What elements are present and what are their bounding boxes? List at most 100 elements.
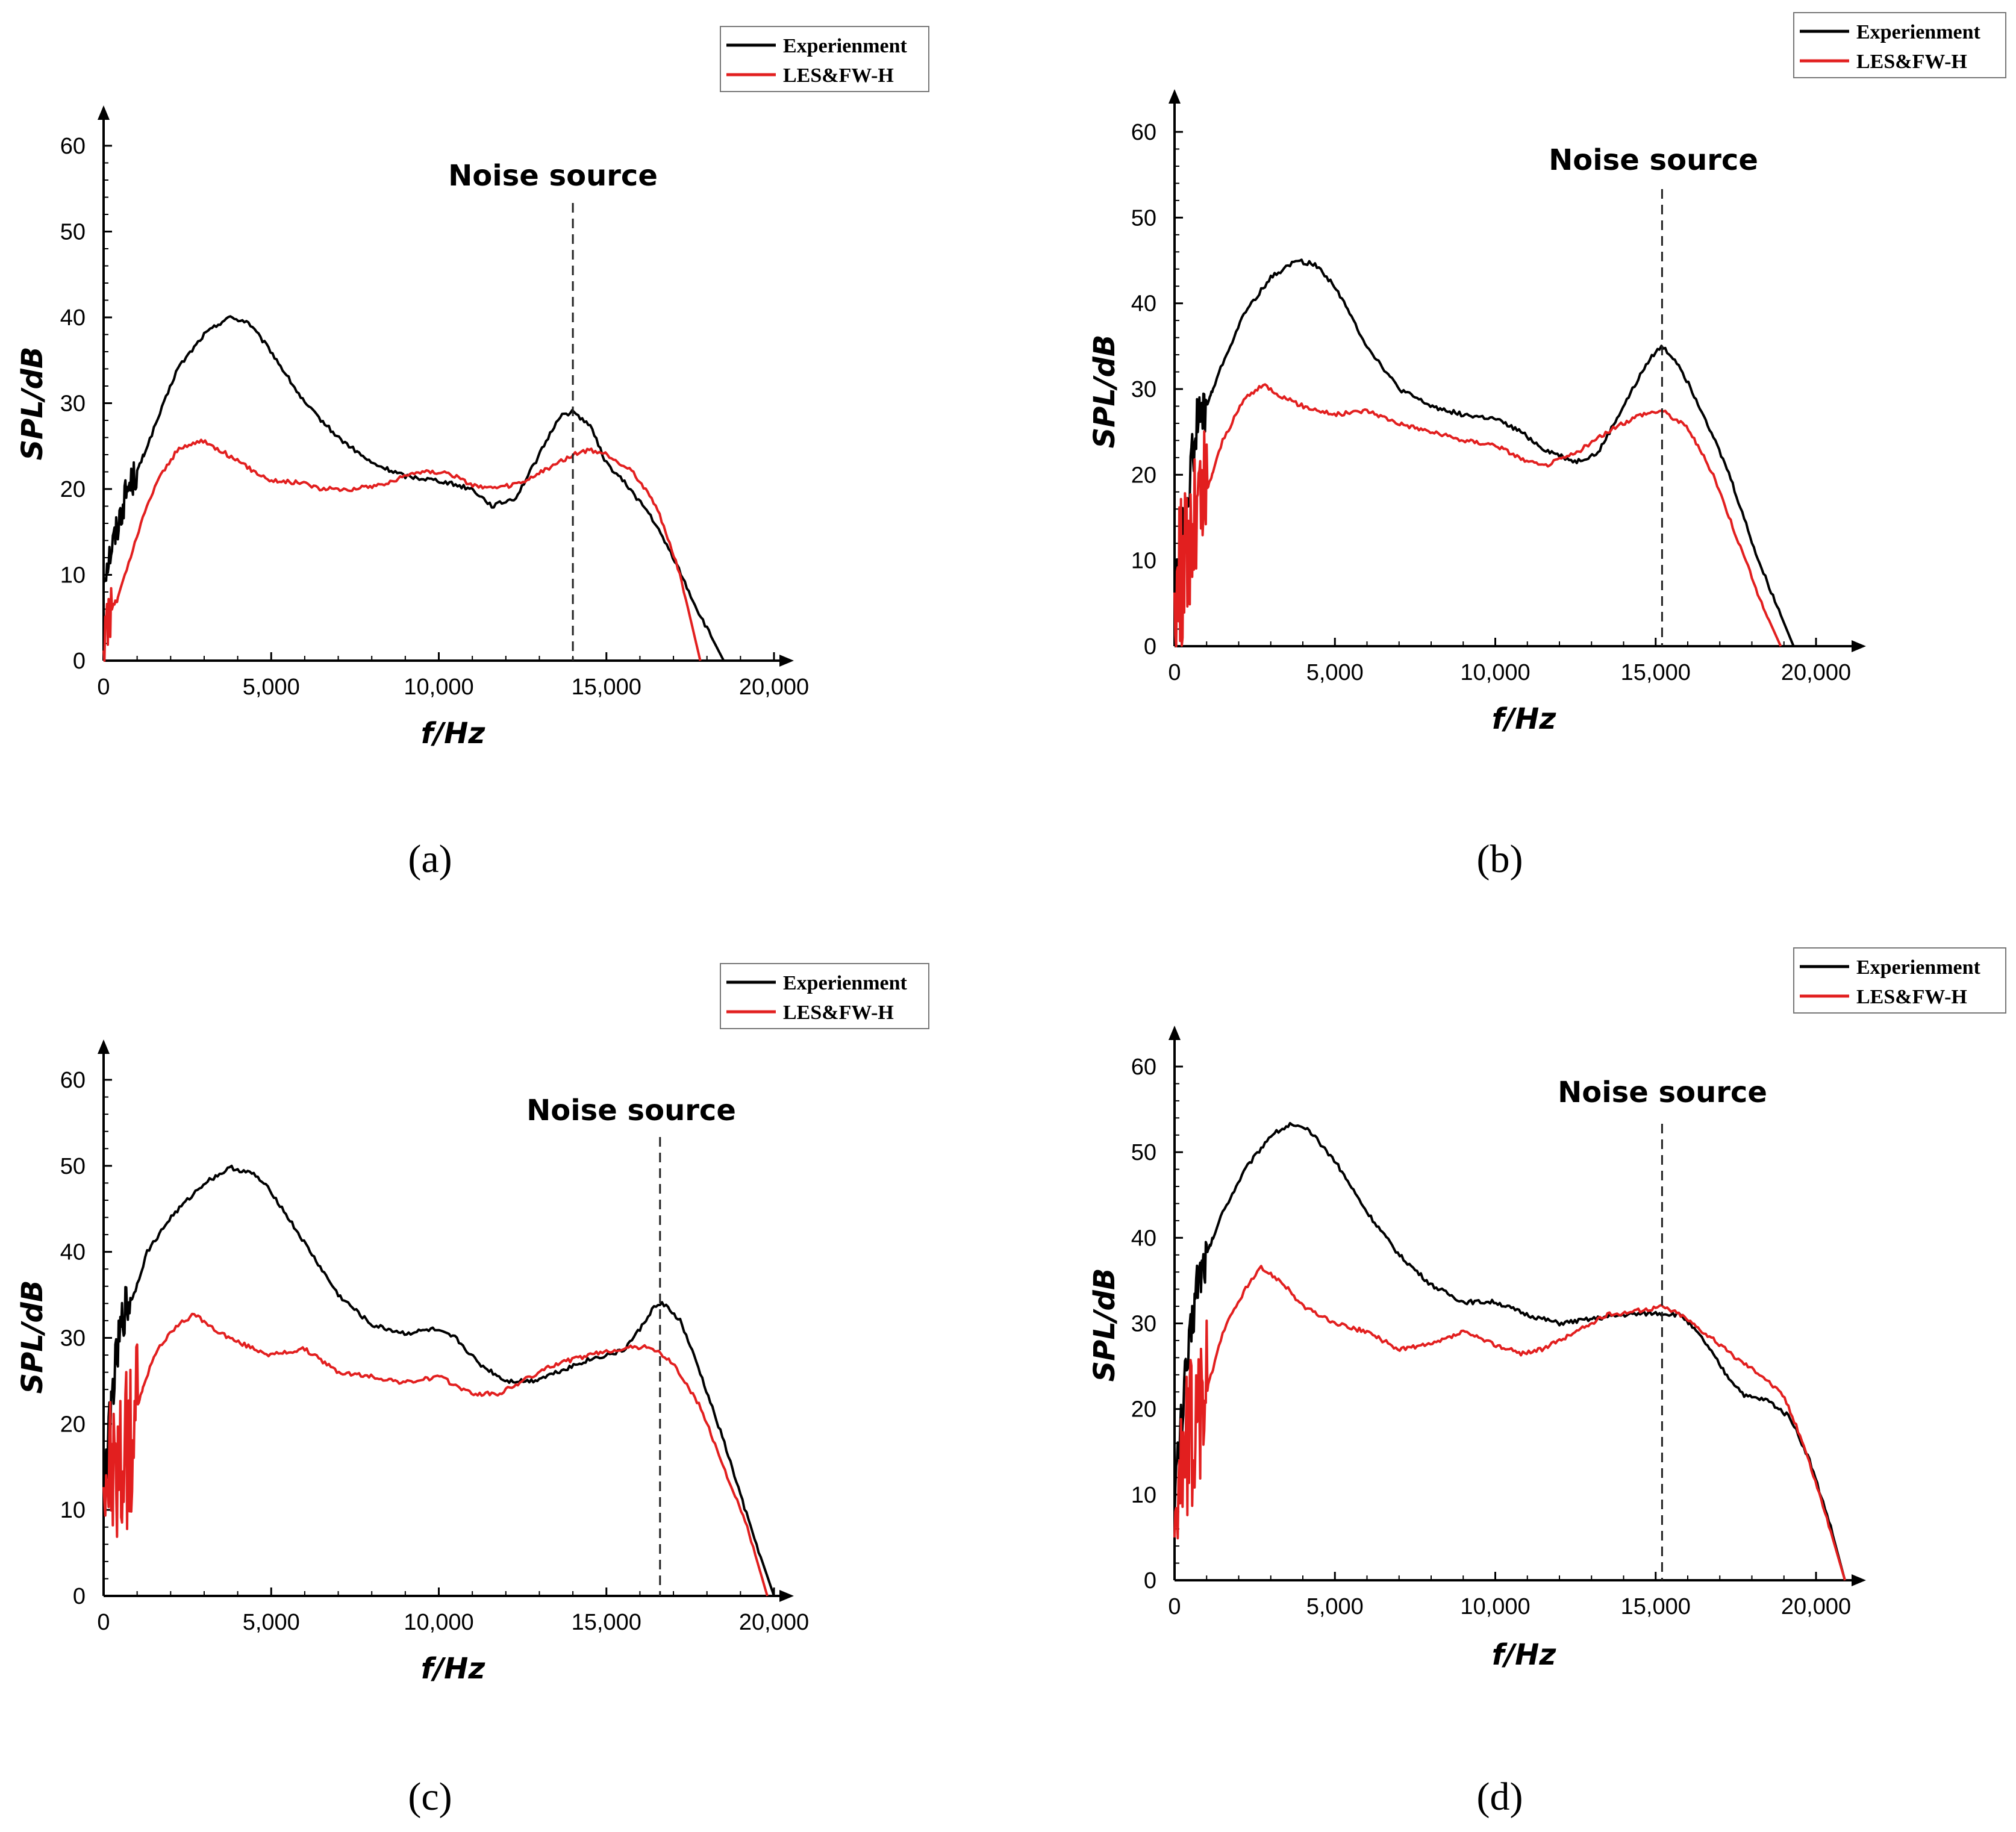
y-axis-title: SPL/dB <box>1088 1268 1122 1382</box>
x-tick-label: 0 <box>1168 660 1181 685</box>
legend-box <box>720 963 929 1029</box>
y-axis-arrow <box>1169 89 1181 104</box>
y-tick-label: 30 <box>1131 377 1156 402</box>
series-line-les-fwh <box>1173 383 1782 647</box>
noise-source-label: Noise source <box>1558 1076 1767 1109</box>
x-tick-label: 0 <box>97 675 110 700</box>
legend: Experienment LES&FW-H <box>720 963 929 1029</box>
y-tick-label: 20 <box>60 477 86 502</box>
chart-panel-d: Experienment LES&FW-H 0 5,000 10,000 15,000… <box>1088 947 2006 1819</box>
legend-label-les-fwh: LES&FW-H <box>1856 986 1967 1008</box>
x-tick-label: 0 <box>1168 1594 1181 1619</box>
x-axis-arrow <box>1852 640 1866 652</box>
legend-label-experienment: Experienment <box>783 972 908 994</box>
y-axis-title: SPL/dB <box>16 1280 49 1394</box>
x-tick-label: 15,000 <box>572 1610 641 1635</box>
plot-area <box>1173 189 1795 647</box>
legend-label-les-fwh: LES&FW-H <box>783 64 894 87</box>
x-tick-label: 20,000 <box>739 1610 809 1635</box>
x-tick-label: 10,000 <box>1460 1594 1530 1619</box>
y-tick-label: 10 <box>1131 1483 1156 1508</box>
x-axis-title: f/Hz <box>1492 702 1557 736</box>
y-axis-title: SPL/dB <box>16 347 49 461</box>
y-tick-label: 0 <box>73 1584 86 1609</box>
y-tick-label: 20 <box>1131 1397 1156 1422</box>
y-tick-label: 0 <box>1144 1568 1156 1594</box>
legend-label-experienment: Experienment <box>1856 956 1981 979</box>
plot-area <box>1173 1122 1846 1581</box>
panel-label-d: (d) <box>1477 1775 1523 1819</box>
x-axis-title: f/Hz <box>1492 1638 1557 1672</box>
legend: Experienment LES&FW-H <box>1793 12 2006 78</box>
axes: 0 5,000 10,000 15,000 20,000 0 10 20 30 40 50 60 <box>60 105 809 700</box>
y-tick-label: 40 <box>1131 291 1156 317</box>
y-tick-label: 40 <box>1131 1226 1156 1251</box>
y-tick-label: 60 <box>60 134 86 159</box>
noise-source-label: Noise source <box>526 1094 736 1127</box>
x-tick-label: 15,000 <box>1621 1594 1691 1619</box>
y-tick-label: 10 <box>1131 549 1156 574</box>
panel-label-a: (a) <box>408 837 452 881</box>
axes: 0 5,000 10,000 15,000 20,000 0 10 20 30 40 50 60 <box>1131 89 1866 685</box>
y-tick-label: 50 <box>1131 205 1156 231</box>
legend-label-les-fwh: LES&FW-H <box>1856 51 1967 73</box>
y-tick-label: 60 <box>60 1068 86 1093</box>
y-tick-label: 30 <box>60 1326 86 1351</box>
legend-label-experienment: Experienment <box>1856 21 1981 43</box>
legend-box <box>1793 947 2006 1014</box>
x-tick-label: 5,000 <box>243 675 300 700</box>
x-axis-title: f/Hz <box>421 1652 486 1686</box>
y-tick-label: 60 <box>1131 120 1156 145</box>
legend-box <box>720 26 929 92</box>
y-tick-label: 40 <box>60 305 86 331</box>
noise-source-label: Noise source <box>1549 143 1758 177</box>
legend-box <box>1793 12 2006 78</box>
series-line-les-fwh <box>102 438 702 662</box>
x-axis-arrow <box>779 1590 794 1602</box>
series-line-les-fwh <box>102 1312 769 1597</box>
axes: 0 5,000 10,000 15,000 20,000 0 10 20 30 40 50 60 <box>1131 1026 1866 1619</box>
x-tick-label: 15,000 <box>572 675 641 700</box>
chart-panel-b: Experienment LES&FW-H 0 5,000 10,000 15,000… <box>1088 12 2006 881</box>
x-axis-arrow <box>779 655 794 667</box>
x-tick-label: 5,000 <box>1306 1594 1364 1619</box>
y-tick-label: 20 <box>60 1412 86 1437</box>
series-line-experienment <box>1173 258 1795 647</box>
y-tick-label: 20 <box>1131 463 1156 488</box>
panel-label-b: (b) <box>1477 837 1523 881</box>
y-tick-label: 10 <box>60 1498 86 1523</box>
axes: 0 5,000 10,000 15,000 20,000 0 10 20 30 40 50 60 <box>60 1039 809 1635</box>
y-axis-arrow <box>1169 1026 1181 1040</box>
y-tick-label: 60 <box>1131 1055 1156 1080</box>
noise-source-label: Noise source <box>448 159 658 193</box>
series-line-les-fwh <box>1173 1265 1846 1581</box>
legend: Experienment LES&FW-H <box>1793 947 2006 1014</box>
y-tick-label: 40 <box>60 1240 86 1265</box>
x-tick-label: 5,000 <box>1306 660 1364 685</box>
series-line-experienment <box>1173 1122 1846 1581</box>
x-tick-label: 20,000 <box>739 675 809 700</box>
plot-area <box>102 203 725 662</box>
series-line-experienment <box>102 315 725 661</box>
x-tick-label: 0 <box>97 1610 110 1635</box>
x-axis-title: f/Hz <box>421 717 486 750</box>
y-axis-title: SPL/dB <box>1088 335 1122 449</box>
y-axis-arrow <box>98 1039 110 1054</box>
y-tick-label: 0 <box>73 649 86 674</box>
series-line-experienment <box>102 1164 775 1597</box>
x-tick-label: 5,000 <box>243 1610 300 1635</box>
y-tick-label: 50 <box>60 1154 86 1179</box>
y-tick-label: 50 <box>1131 1140 1156 1165</box>
plot-area <box>102 1137 775 1597</box>
chart-panel-a: Experienment LES&FW-H 0 5,000 10,000 15,000… <box>16 26 929 881</box>
x-tick-label: 10,000 <box>404 675 473 700</box>
y-tick-label: 10 <box>60 563 86 588</box>
x-tick-label: 15,000 <box>1621 660 1691 685</box>
legend: Experienment LES&FW-H <box>720 26 929 92</box>
y-tick-label: 30 <box>60 391 86 417</box>
legend-label-les-fwh: LES&FW-H <box>783 1002 894 1024</box>
chart-panel-c: Experienment LES&FW-H 0 5,000 10,000 15,000… <box>16 963 929 1819</box>
x-tick-label: 20,000 <box>1781 660 1851 685</box>
y-tick-label: 0 <box>1144 634 1156 659</box>
